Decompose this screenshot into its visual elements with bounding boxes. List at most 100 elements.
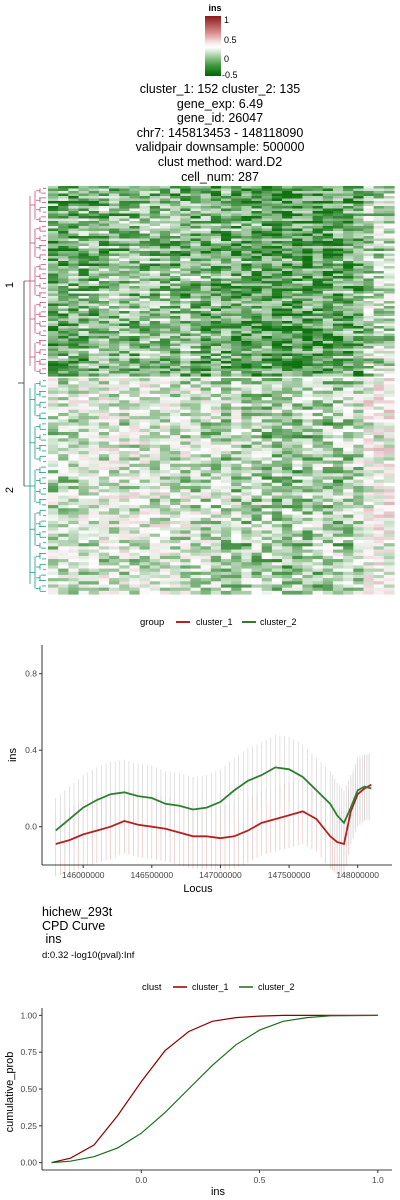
heatmap-cell [343, 291, 354, 295]
heatmap-cell [383, 203, 395, 207]
heatmap-cell [78, 501, 90, 506]
heatmap-cell [200, 373, 212, 377]
heatmap-cell [373, 492, 385, 497]
heatmap-cell [221, 346, 232, 350]
heatmap-cell [343, 447, 354, 452]
heatmap-cell [78, 361, 90, 365]
heatmap-cell [241, 301, 253, 305]
heatmap-cell [302, 438, 314, 443]
heatmap-cell [292, 457, 304, 462]
heatmap-cell [292, 276, 304, 280]
heatmap-cell [78, 328, 90, 332]
heatmap-cell [200, 492, 212, 497]
heatmap-cell [180, 283, 192, 287]
heatmap-cell [68, 393, 80, 398]
heatmap-cell [58, 361, 69, 365]
heatmap-cell [149, 291, 161, 295]
heatmap-cell [170, 501, 181, 506]
heatmap-cell [48, 361, 59, 365]
heatmap-cell [68, 438, 80, 443]
heatmap-cell [88, 236, 100, 240]
heatmap-cell [149, 278, 161, 282]
heatmap-cell [149, 203, 161, 207]
heatmap-cell [98, 193, 110, 197]
heatmap-cell [373, 574, 385, 579]
heatmap-cell [353, 444, 365, 449]
heatmap-cell [231, 549, 242, 554]
heatmap-cell [332, 495, 344, 500]
heatmap-cell [363, 221, 375, 225]
heatmap-cell [68, 198, 80, 202]
heatmap-cell [271, 574, 283, 579]
heatmap-cell [180, 301, 192, 305]
heatmap-cell [200, 384, 212, 389]
heatmap-cell [149, 368, 161, 372]
heatmap-cell [200, 524, 212, 528]
heatmap-cell [241, 406, 253, 411]
heatmap-cell [129, 263, 141, 267]
heatmap-cell [58, 387, 69, 392]
heatmap-cell [190, 278, 202, 282]
heatmap-cell [261, 271, 273, 275]
heatmap-cell [159, 356, 171, 360]
heatmap-cell [221, 261, 232, 265]
heatmap-cell [109, 555, 120, 560]
heatmap-cell [109, 186, 120, 190]
heatmap-cell [210, 218, 222, 222]
heatmap-cell [139, 505, 151, 509]
heatmap-cell [58, 311, 69, 315]
heatmap-cell [190, 283, 202, 287]
heatmap-cell [159, 501, 171, 506]
heatmap-cell [48, 348, 59, 352]
heatmap-cell [282, 393, 293, 398]
heatmap-cell [302, 466, 314, 471]
heatmap-cell [322, 258, 334, 262]
heatmap-cell [88, 466, 100, 471]
heatmap-cell [322, 524, 334, 528]
heatmap-cell [261, 466, 273, 471]
heatmap-cell [200, 303, 212, 307]
heatmap-cell [343, 261, 354, 265]
heatmap-cell [190, 361, 202, 365]
heatmap-cell [241, 293, 253, 297]
heatmap-cell [190, 213, 202, 217]
heatmap-cell [68, 261, 80, 265]
heatmap-cell [282, 400, 293, 405]
heatmap-cell [332, 196, 344, 200]
heatmap-cell [48, 425, 59, 430]
heatmap-cell [373, 373, 385, 377]
heatmap-cell [48, 363, 59, 367]
heatmap-cell [190, 384, 202, 389]
heatmap-cell [292, 321, 304, 325]
heatmap-cell [98, 358, 110, 362]
heatmap-cell [312, 508, 324, 513]
heatmap-cell [180, 543, 192, 547]
heatmap-cell [78, 216, 90, 220]
heatmap-cell [58, 291, 69, 295]
heatmap-cell [343, 356, 354, 360]
heatmap-cell [48, 403, 59, 408]
heatmap-cell [302, 268, 314, 272]
heatmap-cell [251, 425, 263, 430]
heatmap-cell [373, 371, 385, 375]
heatmap-cell [170, 338, 181, 342]
heatmap-cell [251, 568, 263, 573]
heatmap-cell [322, 508, 334, 513]
heatmap-cell [68, 191, 80, 195]
heatmap-cell [68, 363, 80, 367]
heatmap-cell [383, 188, 395, 192]
heatmap-cell [149, 268, 161, 272]
heatmap-cell [109, 508, 120, 513]
heatmap-cell [322, 373, 334, 377]
heatmap-cell [251, 543, 263, 547]
heatmap-cell [159, 331, 171, 335]
heatmap-cell [271, 514, 283, 519]
heatmap-cell [241, 353, 253, 357]
heatmap-cell [210, 508, 222, 513]
heatmap-cell [343, 511, 354, 516]
heatmap-cell [292, 393, 304, 398]
heatmap-cell [383, 246, 395, 250]
heatmap-cell [109, 273, 120, 277]
heatmap-cell [322, 246, 334, 250]
heatmap-cell [68, 356, 80, 360]
